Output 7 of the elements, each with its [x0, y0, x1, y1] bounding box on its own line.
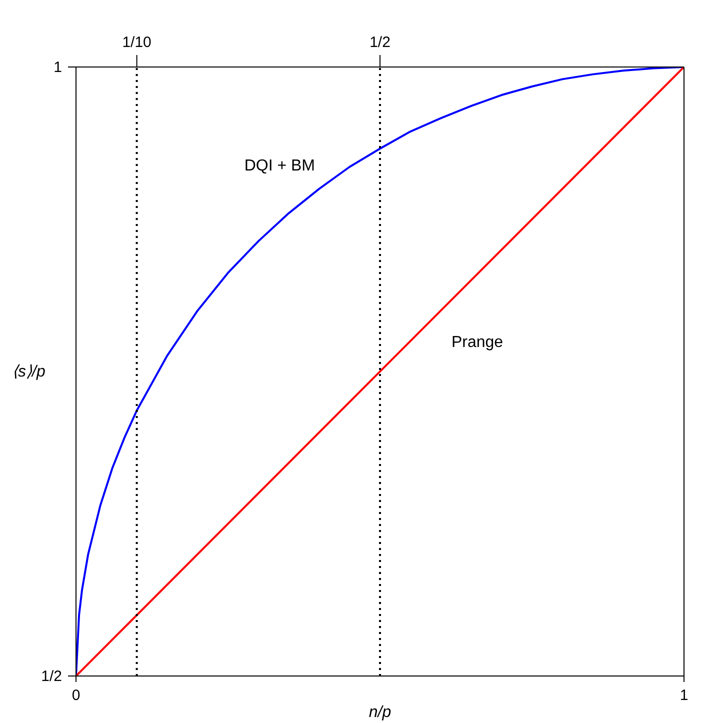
x-axis-title: n/p: [368, 704, 392, 721]
y-axis-title: ⟨s⟩/p: [12, 364, 46, 380]
x-tick-label: 0: [72, 687, 80, 704]
series-label: DQI + BM: [244, 158, 316, 175]
x2-tick-label: 1/10: [122, 34, 152, 51]
x2-tick-label: 1/2: [370, 34, 390, 51]
series-label: Prange: [451, 334, 504, 352]
